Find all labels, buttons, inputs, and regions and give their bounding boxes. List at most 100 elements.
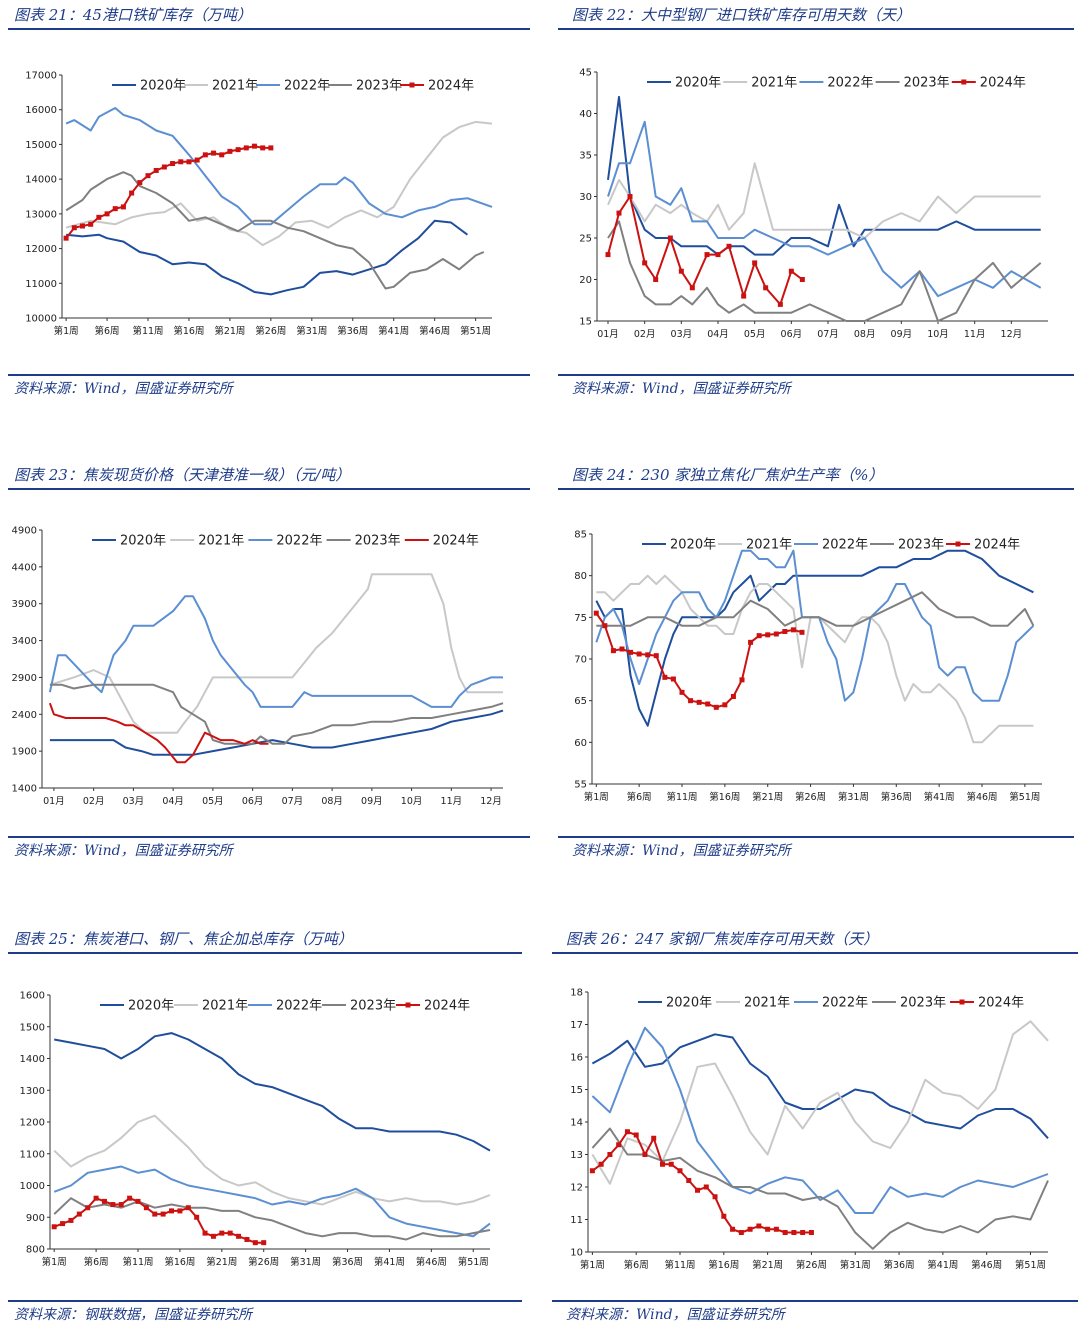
y-tick-label: 75: [574, 613, 587, 624]
series-marker: [63, 235, 69, 241]
series-marker: [799, 277, 805, 282]
x-tick-label: 07月: [817, 329, 839, 340]
x-tick-label: 第1周: [584, 791, 609, 803]
x-tick-label: 第11周: [122, 1256, 153, 1268]
x-tick-label: 第11周: [666, 791, 697, 803]
series-marker: [227, 1230, 233, 1236]
series-line: [607, 162, 1041, 239]
y-tick-label: 1400: [20, 1054, 45, 1065]
legend-marker: [959, 999, 965, 1005]
y-tick-label: 1300: [20, 1086, 45, 1097]
panel-source: 资料来源：Wind，国盛证券研究所: [566, 1307, 785, 1323]
legend-label: 2023年: [350, 999, 396, 1014]
legend-label: 2021年: [744, 996, 790, 1011]
series-marker: [252, 1240, 258, 1246]
y-tick-label: 25: [579, 234, 592, 245]
series-marker: [593, 610, 599, 616]
y-tick-label: 12: [570, 1183, 583, 1194]
x-tick-label: 08月: [321, 796, 343, 807]
x-tick-label: 第1周: [580, 1259, 605, 1271]
y-tick-label: 35: [579, 151, 592, 162]
series-marker: [616, 210, 622, 216]
series-marker: [800, 1230, 806, 1235]
x-tick-label: 第36周: [884, 1259, 915, 1271]
y-tick-label: 3900: [12, 599, 37, 610]
legend-label: 2021年: [202, 999, 248, 1014]
source-rule: [558, 836, 1074, 838]
x-tick-label: 第26周: [796, 1259, 827, 1271]
series-marker: [679, 689, 685, 695]
series-marker: [143, 1205, 149, 1211]
series-line: [591, 1020, 1049, 1185]
x-tick-label: 第51周: [1009, 791, 1040, 803]
x-tick-label: 第21周: [214, 325, 245, 337]
y-tick-label: 85: [574, 530, 587, 541]
series-marker: [791, 1230, 797, 1235]
y-tick-label: 15: [570, 1085, 583, 1096]
title-rule: [552, 952, 1078, 954]
series-marker: [653, 653, 659, 659]
y-tick-label: 800: [26, 1245, 45, 1256]
x-tick-label: 第21周: [752, 791, 783, 803]
series-marker: [202, 152, 208, 158]
series-marker: [726, 243, 732, 249]
series-marker: [705, 701, 711, 707]
series-marker: [670, 676, 676, 682]
series-marker: [170, 161, 176, 167]
series-marker: [145, 173, 151, 179]
x-tick-label: 第21周: [206, 1256, 237, 1268]
legend-label: 2023年: [356, 79, 402, 94]
y-tick-label: 15000: [25, 140, 57, 151]
x-tick-label: 第51周: [1015, 1259, 1046, 1271]
y-tick-label: 18: [570, 988, 583, 999]
y-tick-label: 3400: [12, 636, 37, 647]
series-marker: [210, 1233, 216, 1239]
series-marker: [748, 639, 754, 645]
y-tick-label: 16: [570, 1053, 583, 1064]
series-marker: [713, 704, 719, 710]
panel-source: 资料来源：Wind，国盛证券研究所: [572, 381, 791, 397]
x-tick-label: 第36周: [881, 791, 912, 803]
series-marker: [137, 180, 143, 186]
series-marker: [211, 150, 217, 156]
x-tick-label: 第31周: [296, 325, 327, 337]
y-tick-label: 11: [570, 1215, 583, 1226]
legend-label: 2023年: [898, 538, 944, 553]
series-marker: [636, 651, 642, 657]
y-tick-label: 900: [26, 1213, 45, 1224]
series-line: [591, 1127, 1049, 1250]
legend-label: 2022年: [284, 79, 330, 94]
series-marker: [235, 147, 241, 153]
series-marker: [722, 702, 728, 708]
series-marker: [627, 194, 633, 199]
series-marker: [85, 1205, 91, 1211]
series-marker: [765, 1226, 771, 1232]
series-marker: [185, 1205, 191, 1211]
series-marker: [738, 1230, 744, 1235]
series-marker: [51, 1224, 57, 1230]
series-marker: [93, 1195, 99, 1201]
series-marker: [689, 285, 695, 291]
x-tick-label: 10月: [927, 329, 949, 340]
series-marker: [110, 1202, 116, 1208]
series-marker: [790, 627, 796, 633]
panel-source: 资料来源：钢联数据，国盛证券研究所: [14, 1307, 252, 1323]
series-line: [607, 95, 1041, 256]
x-tick-label: 09月: [361, 796, 383, 807]
series-marker: [602, 623, 608, 629]
series-marker: [120, 204, 126, 210]
x-tick-label: 第16周: [164, 1256, 195, 1268]
x-tick-label: 第6周: [624, 1259, 649, 1271]
x-tick-label: 第36周: [337, 325, 368, 337]
series-marker: [739, 677, 745, 683]
series-marker: [244, 1236, 250, 1242]
legend-label: 2022年: [822, 538, 868, 553]
y-tick-label: 60: [574, 738, 587, 749]
series-marker: [662, 674, 668, 680]
series-marker: [153, 167, 159, 173]
series-marker: [651, 1135, 657, 1141]
x-tick-label: 03月: [671, 329, 693, 340]
